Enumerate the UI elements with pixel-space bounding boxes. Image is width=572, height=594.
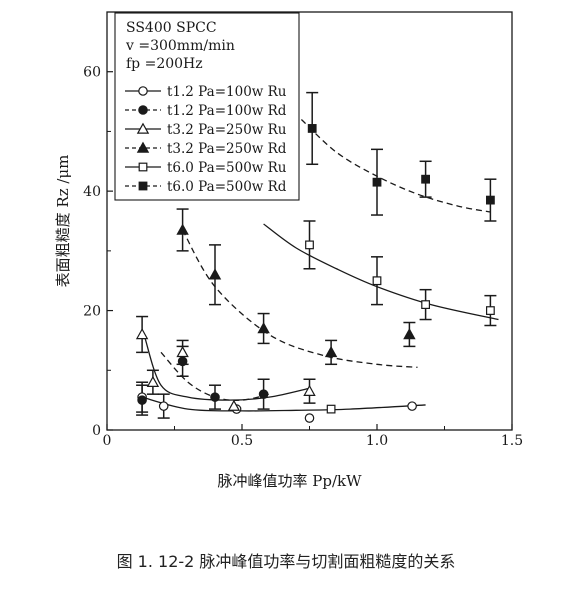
fit-curve-3: [182, 229, 418, 368]
x-tick-label: 1.5: [501, 433, 523, 449]
plot-frame: [106, 11, 513, 431]
y-tick-label: 20: [83, 304, 101, 320]
legend-marker-4: [138, 162, 148, 172]
y-axis-label: 表面粗糙度 Rz /μm: [54, 155, 72, 288]
data-point-3: [257, 322, 270, 334]
legend-label-5: t6.0 Pa=500w Rd: [167, 179, 287, 195]
legend-marker-1: [138, 105, 148, 115]
legend-marker-0: [138, 86, 148, 96]
data-point-4: [421, 300, 430, 309]
data-point-2: [135, 328, 149, 340]
data-point-4: [326, 404, 336, 414]
legend-label-2: t3.2 Pa=250w Ru: [167, 122, 287, 138]
fit-curve-5: [300, 119, 491, 213]
legend-label-0: t1.2 Pa=100w Ru: [167, 84, 287, 100]
y-tick-label: 40: [83, 184, 101, 200]
data-point-4: [372, 276, 382, 286]
data-point-3: [324, 345, 338, 358]
data-point-2: [146, 375, 160, 387]
x-axis-label: 脉冲峰值功率 Pp/kW: [217, 472, 362, 490]
data-point-2: [227, 399, 241, 411]
x-tick-label: 0: [103, 433, 112, 449]
legend-header-line: SS400 SPCC: [126, 20, 217, 36]
data-point-0: [304, 413, 315, 423]
legend-label-4: t6.0 Pa=500w Ru: [167, 160, 287, 176]
data-point-1: [258, 389, 269, 399]
figure-caption: 图 1. 12-2 脉冲峰值功率与切割面粗糙度的关系: [116, 552, 456, 571]
legend-marker-2: [136, 122, 150, 134]
fit-curve-4: [263, 223, 499, 321]
legend: SS400 SPCC v =300mm/min fp =200Hz t1.2 Pa=1…: [114, 12, 300, 201]
data-point-5: [486, 195, 495, 205]
data-point-5: [372, 177, 382, 187]
fit-curve-0: [141, 396, 426, 412]
data-point-3: [403, 328, 416, 340]
data-point-1: [177, 356, 188, 367]
data-point-3: [208, 268, 222, 280]
y-tick-label: 60: [83, 65, 101, 81]
data-point-1: [210, 392, 220, 402]
legend-header-line: v =300mm/min: [125, 38, 235, 54]
data-point-2: [303, 384, 316, 396]
data-point-5: [421, 174, 430, 184]
data-point-2: [176, 345, 189, 358]
axis-labels: 0 0.5 1.0 1.5 0 20 40 60 脉冲峰值功率 Pp/kW 表面粗糙度 Rz /μ…: [54, 65, 523, 490]
x-tick-label: 1.0: [366, 433, 388, 449]
data-point-5: [307, 124, 317, 133]
fit-curve-2: [144, 337, 310, 401]
data-point-4: [305, 240, 314, 250]
data-markers: [135, 124, 495, 423]
x-tick-label: 0.5: [231, 433, 253, 449]
legend-label-3: t3.2 Pa=250w Rd: [167, 141, 287, 157]
data-point-0: [158, 401, 169, 411]
data-point-3: [176, 223, 189, 235]
legend-label-1: t1.2 Pa=100w Rd: [167, 103, 287, 119]
data-point-4: [486, 306, 495, 315]
legend-marker-5: [138, 181, 148, 191]
data-point-1: [137, 395, 147, 405]
legend-marker-3: [136, 141, 150, 153]
y-tick-label: 0: [92, 423, 101, 439]
legend-header-line: fp =200Hz: [126, 56, 203, 72]
data-point-0: [407, 401, 417, 411]
